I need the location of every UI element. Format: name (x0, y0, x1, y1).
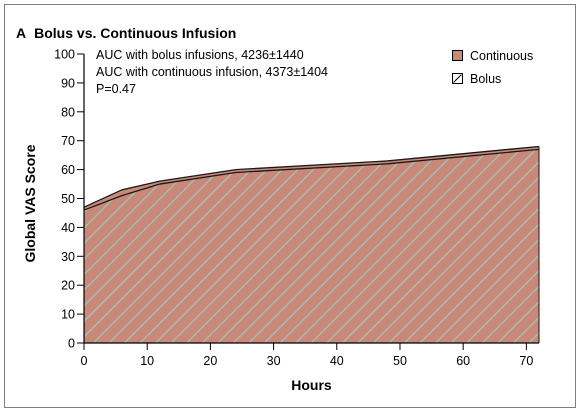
y-tick-label: 0 (68, 337, 75, 351)
auc-annotation: AUC with bolus infusions, 4236±1440 AUC … (96, 47, 328, 98)
y-tick-label: 40 (61, 221, 75, 235)
area-bolus (84, 149, 539, 343)
x-tick-label: 10 (140, 354, 154, 368)
line-continuous (83, 145, 540, 208)
y-tick-label: 30 (61, 250, 75, 264)
y-tick-label: 10 (61, 308, 75, 322)
legend-item-continuous: Continuous (452, 47, 533, 64)
y-tick-label: 20 (61, 279, 75, 293)
auc-continuous-text: AUC with continuous infusion, 4373±1404 (96, 65, 329, 79)
y-tick-label: 80 (61, 105, 75, 119)
y-tick-label: 70 (61, 134, 75, 148)
legend-label-continuous: Continuous (470, 48, 534, 63)
y-tick-label: 100 (54, 48, 75, 62)
legend-swatch-continuous (452, 50, 463, 61)
legend-item-bolus: Bolus (452, 70, 533, 87)
panel-title-text: Bolus vs. Continuous Infusion (34, 25, 237, 41)
legend: Continuous Bolus (452, 47, 533, 93)
x-tick-label: 20 (203, 354, 217, 368)
x-tick-label: 70 (519, 354, 533, 368)
x-axis-label: Hours (291, 377, 332, 393)
x-tick-label: 40 (330, 354, 344, 368)
y-tick-label: 50 (61, 192, 75, 206)
line-bolus (83, 148, 540, 211)
x-tick-label: 0 (81, 354, 88, 368)
p-value-text: P=0.47 (96, 82, 136, 96)
x-tick-label: 60 (456, 354, 470, 368)
x-tick-label: 30 (267, 354, 281, 368)
legend-swatch-bolus (452, 73, 463, 84)
auc-bolus-text: AUC with bolus infusions, 4236±1440 (96, 48, 304, 62)
panel-letter: A (16, 25, 27, 41)
panel-title: A Bolus vs. Continuous Infusion (16, 25, 236, 41)
x-tick-label: 50 (393, 354, 407, 368)
legend-label-bolus: Bolus (470, 71, 502, 86)
y-tick-label: 90 (61, 76, 75, 90)
y-tick-label: 60 (61, 163, 75, 177)
y-axis-label: Global VAS Score (22, 144, 38, 262)
